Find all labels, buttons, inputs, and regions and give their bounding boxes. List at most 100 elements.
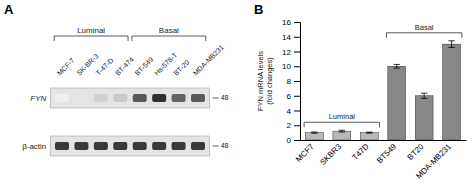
band xyxy=(55,94,69,102)
band xyxy=(133,142,147,150)
tick-mark xyxy=(294,52,300,53)
band xyxy=(172,94,186,102)
tick-label: BT20 xyxy=(406,142,426,162)
figure: A Luminal Basal MCF-7SK-BR-3T-47-DBT-474BT-… xyxy=(0,0,473,185)
background xyxy=(0,0,473,185)
group-label: Basal xyxy=(415,23,434,32)
tick-label: 4 xyxy=(287,107,292,116)
error-bar xyxy=(421,93,427,98)
tick-mark xyxy=(294,66,300,67)
error-bar-stem xyxy=(396,64,397,68)
tick-label: 6 xyxy=(287,92,292,101)
axis-line xyxy=(301,140,467,141)
band xyxy=(113,142,127,150)
axis-line xyxy=(294,23,301,141)
y-axis: 0 2 4 6 8 10 12 14 16 xyxy=(282,18,300,145)
error-bar-cap xyxy=(366,133,372,134)
tick-mark xyxy=(294,22,300,23)
band xyxy=(191,142,205,150)
error-bar-cap xyxy=(366,132,372,133)
x-axis: MCF7SKBR3T47DBT549BT20MDA-MB231 xyxy=(294,141,466,181)
band xyxy=(94,142,108,150)
tick: T47D xyxy=(350,142,370,162)
group-bracket: Luminal xyxy=(54,26,128,41)
band xyxy=(191,94,205,102)
error-bar xyxy=(394,64,400,68)
error-bar-cap xyxy=(421,98,427,99)
tick-label: MCF7 xyxy=(294,142,316,164)
tick-label: 8 xyxy=(287,77,292,86)
band xyxy=(55,142,69,150)
group-label: Luminal xyxy=(329,112,356,121)
tick: 0 xyxy=(287,136,300,145)
chart-container: A Luminal Basal MCF-7SK-BR-3T-47-DBT-474BT-… xyxy=(0,0,473,185)
size-label: 48 xyxy=(221,142,229,149)
tick: 16 xyxy=(282,18,300,27)
band xyxy=(113,94,127,102)
bar xyxy=(415,96,433,140)
group-bracket: Basal xyxy=(132,26,206,41)
tick: 4 xyxy=(287,107,300,116)
tick: 6 xyxy=(287,92,300,101)
tick-label: 14 xyxy=(282,33,291,42)
axis-title: FYN mRNA levels(fold changes) xyxy=(256,51,274,111)
error-bar-cap xyxy=(394,64,400,65)
lane-label: MDA-MB231 xyxy=(192,43,225,76)
bar xyxy=(305,133,323,140)
error-bar xyxy=(448,41,454,48)
lane-label: T-47-D xyxy=(95,57,115,77)
tick: 14 xyxy=(282,33,300,42)
error-bar-cap xyxy=(394,68,400,69)
tick-label: T47D xyxy=(350,142,370,162)
bracket-line xyxy=(132,36,206,41)
panel-label: A xyxy=(4,2,14,17)
tick-mark xyxy=(294,111,300,112)
lane-label: BT-20 xyxy=(172,58,190,76)
error-bar-cap xyxy=(339,132,345,133)
error-bar-stem xyxy=(451,41,452,48)
bracket-line xyxy=(54,36,128,41)
size-marker xyxy=(213,98,219,99)
tick-label: 2 xyxy=(287,121,292,130)
error-bar xyxy=(339,130,345,132)
error-bar-cap xyxy=(448,47,454,48)
group-label: Basal xyxy=(159,26,179,35)
row-label: FYN xyxy=(30,94,46,103)
group-label: Luminal xyxy=(77,26,105,35)
lane-label: BT-549 xyxy=(133,56,154,77)
tick-label: 12 xyxy=(282,48,291,57)
band xyxy=(172,142,186,150)
error-bar-cap xyxy=(448,40,454,41)
tick-mark xyxy=(294,81,300,82)
band xyxy=(133,94,147,102)
tick-label: 0 xyxy=(287,136,292,145)
error-bar-cap xyxy=(339,130,345,131)
tick: 10 xyxy=(282,62,300,71)
tick: SKBR3 xyxy=(318,142,343,167)
error-bar-cap xyxy=(421,93,427,94)
tick: 12 xyxy=(282,48,300,57)
panel: B0246810121416MCF7SKBR3T47DBT549BT20MDA-… xyxy=(254,2,467,181)
lane-labels: MCF-7SK-BR-3T-47-DBT-474BT-549Hs-578-TBT… xyxy=(56,43,225,76)
gel-background xyxy=(50,88,209,108)
tick-label: SKBR3 xyxy=(318,142,343,167)
group-bracket: Luminal xyxy=(304,112,379,127)
plot-area xyxy=(305,41,460,140)
tick-mark xyxy=(294,96,300,97)
tick: BT20 xyxy=(406,142,426,162)
lane-label: MCF-7 xyxy=(56,57,76,77)
size-marker xyxy=(213,146,219,147)
bracket-line xyxy=(386,33,461,38)
gel-background xyxy=(50,136,209,156)
tick-mark xyxy=(294,140,300,141)
tick-label: 10 xyxy=(282,62,291,71)
bar xyxy=(388,66,406,140)
band xyxy=(74,94,88,102)
bracket-line xyxy=(304,122,379,127)
panel: A Luminal Basal MCF-7SK-BR-3T-47-DBT-474BT-… xyxy=(4,2,229,156)
tick: BT549 xyxy=(375,142,398,165)
tick-label: BT549 xyxy=(375,142,398,165)
tick: 8 xyxy=(287,77,300,86)
group-bracket: Basal xyxy=(386,23,461,38)
tick-label: 16 xyxy=(282,18,291,27)
